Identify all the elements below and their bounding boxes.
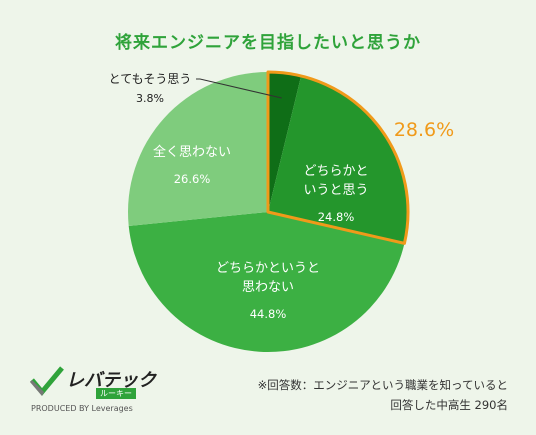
pie-slice-2 — [268, 75, 409, 244]
slice-value-outside-1: 3.8% — [136, 92, 164, 105]
pie-slice-1 — [268, 72, 302, 212]
pie-slice-4 — [128, 72, 268, 227]
brand-name: レバテック — [66, 370, 156, 391]
footnote-line-1: ※回答数：エンジニアという職業を知っていると — [257, 378, 508, 392]
slice-label-4-line-1: 全く思わない — [153, 144, 231, 160]
slice-label-outside-1: とてもそう思う — [109, 72, 192, 86]
produced-by: PRODUCED BY Leverages — [31, 404, 133, 413]
slice-value-4: 26.6% — [174, 172, 211, 186]
slice-label-3-line-2: 思わない — [242, 280, 294, 295]
brand-sub: ルーキー — [96, 388, 136, 399]
slice-label-2-line-1: どちらかと — [303, 164, 368, 179]
chart-title: 将来エンジニアを目指したいと思うか — [115, 33, 421, 53]
highlight-outline — [266, 70, 410, 245]
slice-label-3-line-1: どちらかというと — [216, 261, 320, 276]
footnote-line-2: 回答した中高生 290名 — [390, 398, 508, 412]
brand-logo — [30, 366, 64, 396]
leader-line — [196, 78, 282, 99]
highlight-label: 28.6% — [394, 119, 454, 141]
slice-label-2-line-2: いうと思う — [303, 183, 368, 198]
pie-slice-3 — [128, 212, 405, 353]
slice-value-3: 44.8% — [250, 307, 287, 321]
slice-value-2: 24.8% — [318, 210, 355, 224]
